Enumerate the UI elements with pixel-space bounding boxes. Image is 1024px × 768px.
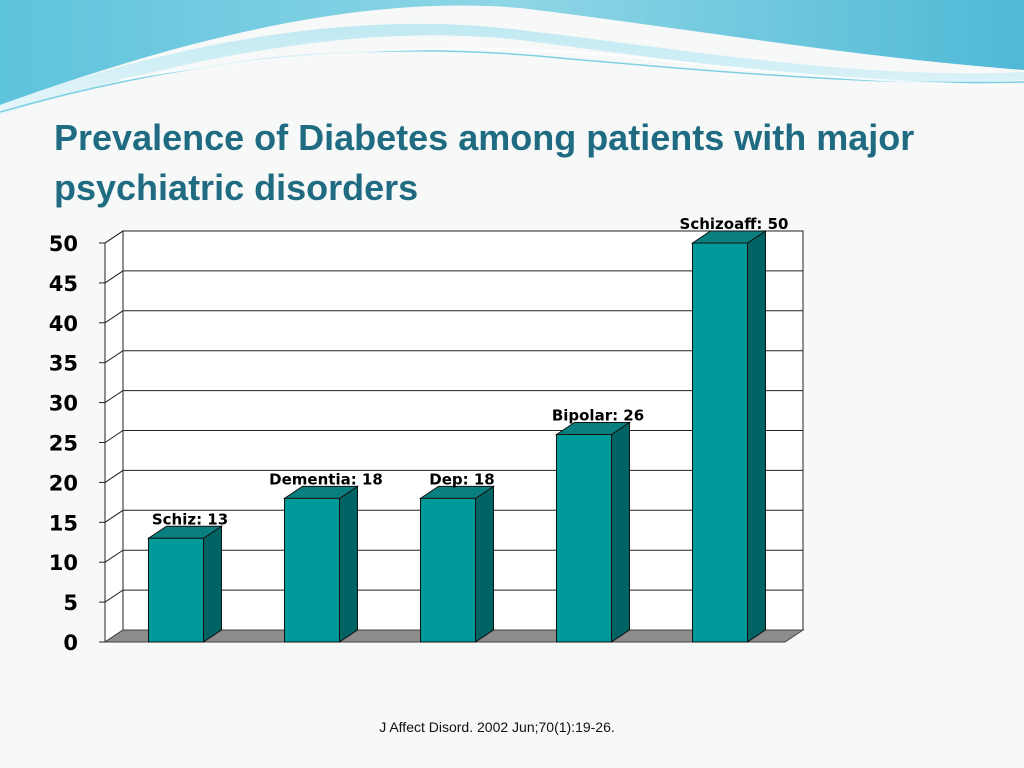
data-label: Bipolar: 26 <box>552 407 644 425</box>
gridline <box>104 270 803 284</box>
y-tick-label: 40 <box>49 312 78 336</box>
data-label: Dep: 18 <box>429 470 494 488</box>
y-tick-label: 50 <box>49 232 78 256</box>
bar-side <box>611 421 630 643</box>
y-tick-label: 25 <box>49 432 78 456</box>
bar-side <box>339 485 358 643</box>
bar-side <box>203 525 222 643</box>
y-tick-label: 10 <box>49 551 78 575</box>
bar-dementia <box>282 485 360 643</box>
y-tick-label: 30 <box>49 392 78 416</box>
chart-bars <box>146 230 768 643</box>
y-tick-label: 20 <box>49 471 78 495</box>
data-labels: Schiz: 13 Dementia: 18 Dep: 18 Bipolar: 26 S… <box>152 215 789 528</box>
gridline <box>104 230 803 244</box>
bar-front <box>692 242 748 643</box>
citation: J Affect Disord. 2002 Jun;70(1):19-26. <box>379 719 615 735</box>
bar-dep <box>418 485 496 643</box>
bar-side <box>747 230 766 643</box>
y-tick-label: 35 <box>49 352 78 376</box>
y-tick-label: 45 <box>49 272 78 296</box>
header-wave-decoration <box>0 0 1024 115</box>
y-tick-label: 15 <box>49 511 78 535</box>
bar-side <box>475 485 494 643</box>
bar-schiz <box>146 525 224 643</box>
gridline <box>104 310 803 324</box>
data-label: Dementia: 18 <box>269 470 383 488</box>
bar-front <box>148 537 204 643</box>
y-axis-tick-labels: 0 5 10 15 20 25 30 35 40 45 50 <box>49 232 78 655</box>
bar-front <box>284 497 340 643</box>
bar-front <box>556 434 612 643</box>
gridline <box>104 350 803 364</box>
slide-title: Prevalence of Diabetes among patients wi… <box>54 117 915 208</box>
bar-schizoaff <box>690 230 768 643</box>
y-tick-label: 0 <box>63 631 78 655</box>
y-tick-label: 5 <box>63 591 78 615</box>
bar-bipolar <box>554 421 632 643</box>
gridline <box>104 390 803 404</box>
data-label: Schizoaff: 50 <box>680 215 789 233</box>
data-label: Schiz: 13 <box>152 510 228 528</box>
bar-front <box>420 497 476 643</box>
